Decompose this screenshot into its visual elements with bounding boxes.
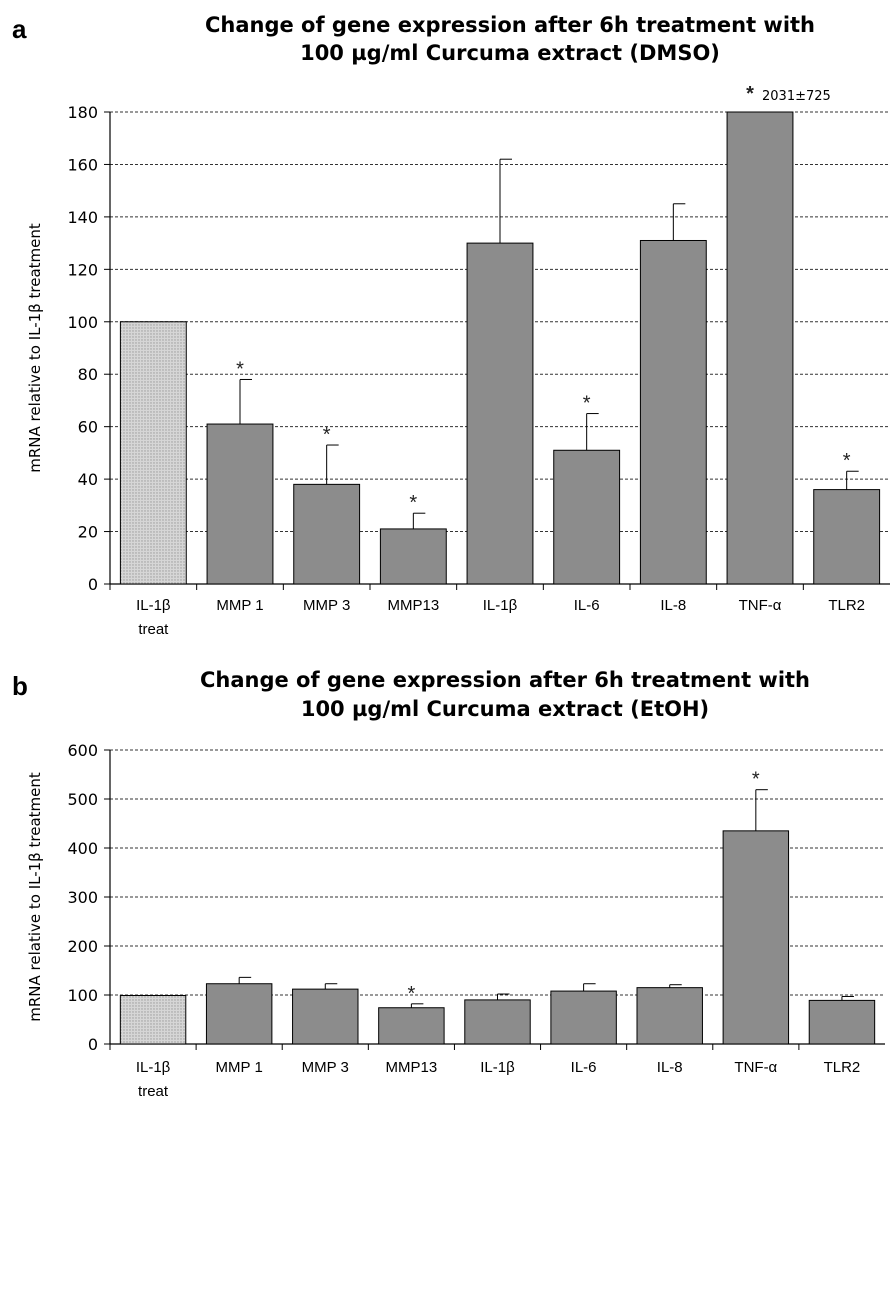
x-tick-label-7: TNF-α — [734, 1059, 777, 1076]
y-tick-label: 60 — [78, 418, 98, 437]
overflow-value-label: 2031±725 — [762, 89, 831, 104]
bar-3 — [379, 528, 447, 585]
significance-star-5: * — [583, 393, 591, 415]
chart-panel-a: a Change of gene expression after 6h trea… — [0, 0, 890, 640]
x-tick-label-5: IL-6 — [571, 1059, 597, 1076]
y-tick-label: 100 — [67, 313, 98, 332]
panel-letter: a — [12, 14, 27, 44]
significance-star-8: * — [843, 450, 851, 472]
y-axis-label: mRNA relative to IL-1β treatment — [26, 772, 44, 1022]
y-tick-label: 180 — [67, 103, 98, 122]
bar-4 — [464, 999, 531, 1045]
significance-star-7: * — [752, 769, 760, 791]
x-tick-label-8: TLR2 — [824, 1059, 861, 1076]
chart-title-line-2: 100 µg/ml Curcuma extract (EtOH) — [301, 697, 709, 721]
x-tick-label-2: MMP 3 — [303, 597, 350, 614]
bar-3 — [378, 1007, 445, 1045]
significance-star-2: * — [323, 424, 331, 446]
y-tick-label: 400 — [67, 839, 98, 858]
x-tick-label-6: IL-8 — [657, 1059, 683, 1076]
x-tick-label-0: IL-1β — [136, 1059, 171, 1076]
bar-chart-b: b Change of gene expression after 6h trea… — [12, 668, 885, 1100]
y-axis-label: mRNA relative to IL-1β treatment — [26, 223, 44, 473]
chart-title-line-1: Change of gene expression after 6h treat… — [205, 13, 815, 37]
bar-8 — [808, 999, 876, 1045]
significance-star-1: * — [236, 358, 244, 380]
bar-5 — [553, 449, 621, 585]
x-tick-label-0-line2: treat — [138, 621, 169, 638]
bar-1 — [206, 423, 274, 585]
bar-0 — [119, 321, 187, 585]
bar-6 — [639, 239, 707, 585]
y-tick-label: 40 — [78, 470, 98, 489]
bar-7 — [722, 830, 790, 1045]
x-tick-label-1: MMP 1 — [216, 1059, 263, 1076]
significance-star-7: * — [746, 83, 754, 105]
y-tick-label: 500 — [67, 790, 98, 809]
bar-4 — [466, 242, 534, 585]
y-tick-label: 600 — [67, 741, 98, 760]
bar-8 — [813, 489, 881, 585]
x-tick-label-4: IL-1β — [483, 597, 518, 614]
panel-letter: b — [12, 671, 28, 701]
x-tick-label-5: IL-6 — [574, 597, 600, 614]
x-tick-label-1: MMP 1 — [216, 597, 263, 614]
y-tick-label: 140 — [67, 208, 98, 227]
significance-star-3: * — [409, 492, 417, 514]
significance-star-3: * — [407, 983, 415, 1005]
x-tick-label-8: TLR2 — [828, 597, 865, 614]
y-tick-label: 80 — [78, 365, 98, 384]
x-tick-label-6: IL-8 — [660, 597, 686, 614]
bar-2 — [293, 483, 361, 585]
bar-5 — [550, 990, 617, 1045]
x-tick-label-3: MMP13 — [386, 1059, 438, 1076]
x-tick-label-2: MMP 3 — [302, 1059, 349, 1076]
y-tick-label: 120 — [67, 260, 98, 279]
bar-7 — [726, 111, 794, 585]
y-tick-label: 0 — [88, 1035, 98, 1054]
y-tick-label: 200 — [67, 937, 98, 956]
x-tick-label-0: IL-1β — [136, 597, 171, 614]
y-tick-label: 0 — [88, 575, 98, 594]
bar-2 — [292, 988, 359, 1045]
chart-title-line-2: 100 µg/ml Curcuma extract (DMSO) — [300, 41, 720, 65]
y-tick-label: 160 — [67, 155, 98, 174]
bar-0 — [119, 994, 187, 1045]
bar-chart-a: a Change of gene expression after 6h trea… — [12, 13, 890, 638]
x-tick-label-3: MMP13 — [387, 597, 439, 614]
bar-1 — [205, 983, 273, 1045]
x-tick-label-0-line2: treat — [138, 1083, 169, 1100]
y-tick-label: 20 — [78, 523, 98, 542]
y-tick-label: 300 — [67, 888, 98, 907]
y-tick-label: 100 — [67, 986, 98, 1005]
chart-title-line-1: Change of gene expression after 6h treat… — [200, 668, 810, 692]
x-tick-label-4: IL-1β — [480, 1059, 515, 1076]
chart-panel-b: b Change of gene expression after 6h trea… — [0, 645, 890, 1294]
bar-6 — [636, 987, 703, 1045]
x-tick-label-7: TNF-α — [739, 597, 782, 614]
